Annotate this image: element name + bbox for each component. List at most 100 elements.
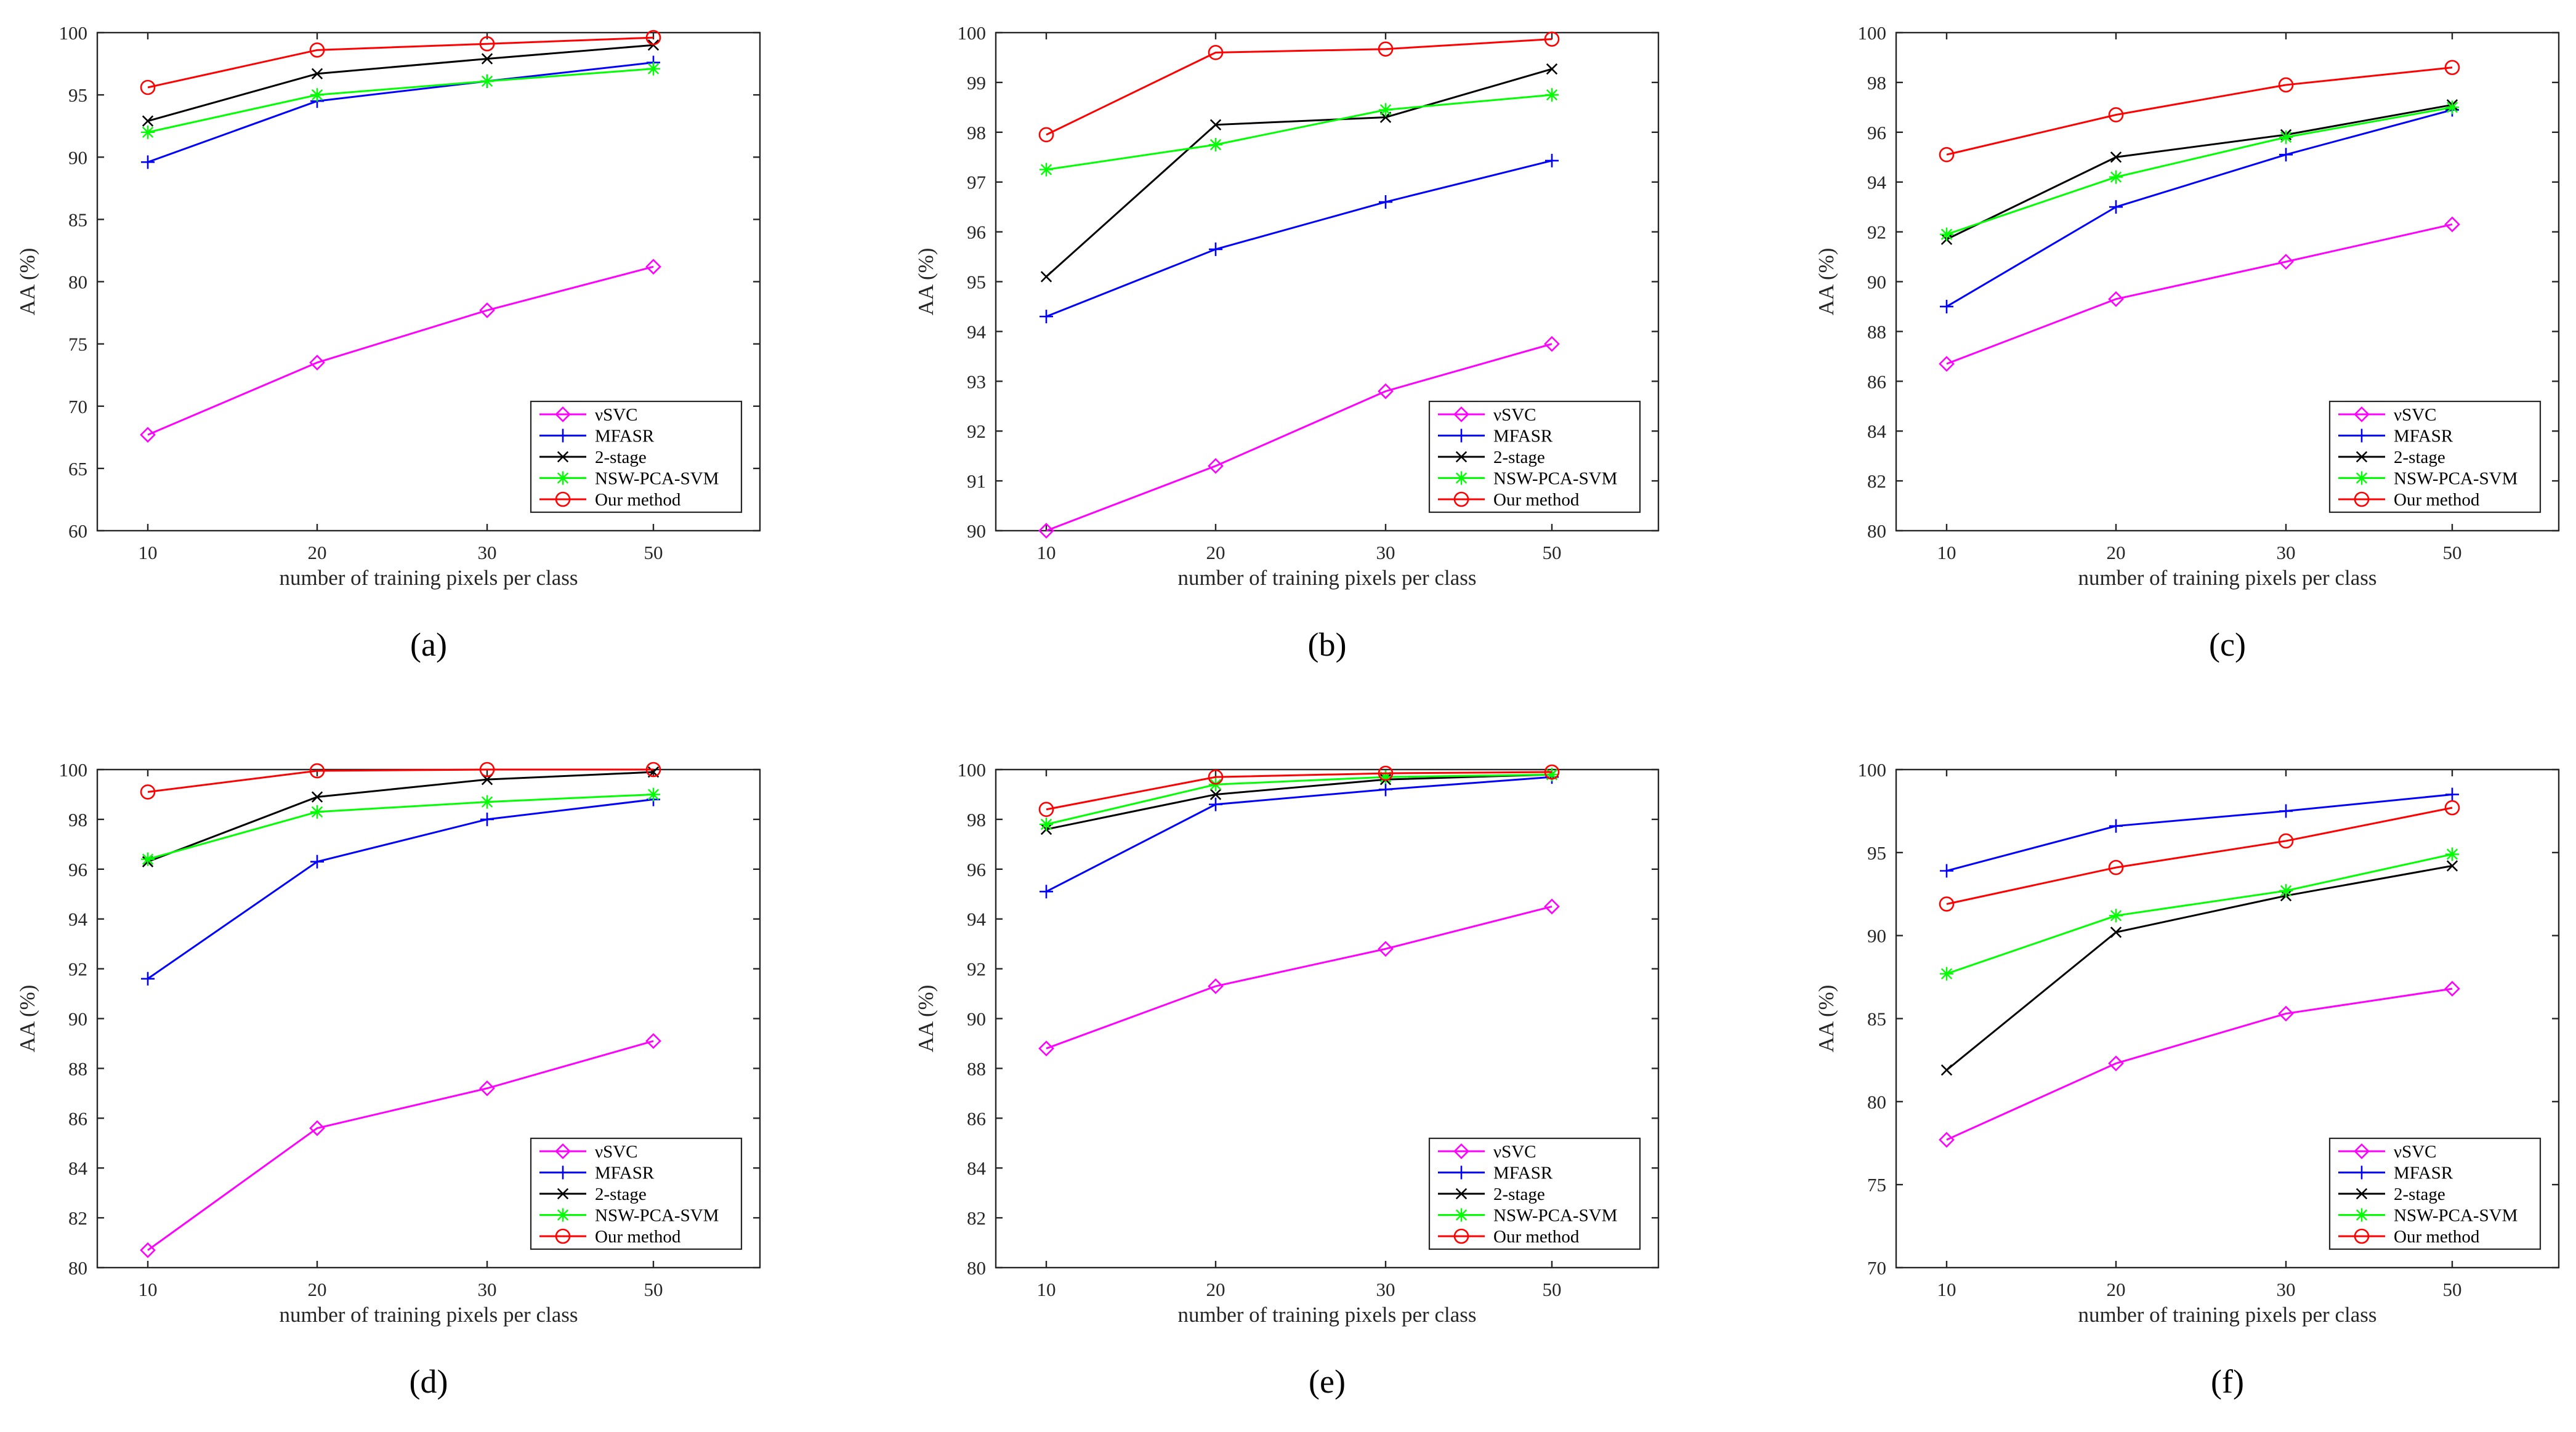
- x-tick-label: 30: [2277, 1279, 2296, 1300]
- legend-entry-2stage: 2-stage: [1438, 448, 1545, 467]
- panel-label: (f): [2211, 1363, 2244, 1400]
- data-point-nsw-pca-svm: [1040, 817, 1053, 831]
- legend-label: Our method: [2394, 1227, 2480, 1247]
- data-point-mfasr: [1940, 864, 1953, 878]
- legend-marker: [1453, 406, 1469, 422]
- legend-entry-nusvc: νSVC: [1438, 405, 1536, 425]
- series-line-nsw-pca-svm: [1946, 853, 2453, 975]
- legend-entry-nusvc: νSVC: [539, 405, 638, 425]
- legend-label: νSVC: [1493, 405, 1536, 425]
- data-point-our-method: [140, 784, 156, 800]
- x-tick-label: 30: [478, 542, 497, 563]
- y-tick-label: 82: [68, 1207, 87, 1229]
- y-tick-label: 86: [68, 1108, 87, 1129]
- y-tick-label: 88: [1867, 321, 1886, 342]
- data-point-nsw-pca-svm: [647, 787, 660, 802]
- legend-entry-2stage: 2-stage: [2338, 448, 2445, 467]
- x-axis-label: number of training pixels per class: [1177, 1303, 1476, 1327]
- series-line-nusvc: [147, 265, 654, 436]
- legend-marker: [555, 491, 571, 507]
- legend-marker: [1455, 471, 1468, 485]
- legend-entry-nsw-pca-svm: NSW-PCA-SVM: [1438, 469, 1617, 489]
- y-tick-label: 70: [1867, 1257, 1886, 1279]
- x-tick-label: 10: [1937, 1279, 1956, 1300]
- legend-label: 2-stage: [1493, 1185, 1545, 1204]
- legend-marker: [2354, 1143, 2370, 1159]
- legend-label: Our method: [595, 1227, 681, 1247]
- x-tick-label: 30: [478, 1279, 497, 1300]
- x-tick-label: 50: [644, 542, 663, 563]
- data-point-nusvc: [2278, 1005, 2294, 1022]
- data-point-nsw-pca-svm: [1545, 88, 1559, 102]
- legend-entry-mfasr: MFASR: [1438, 427, 1553, 446]
- y-tick-label: 65: [68, 458, 87, 480]
- legend-label: νSVC: [595, 1142, 638, 1162]
- y-tick-label: 100: [1858, 22, 1887, 44]
- data-point-2stage: [142, 115, 154, 127]
- data-point-mfasr: [310, 855, 324, 869]
- legend-marker: [1453, 1143, 1469, 1159]
- legend-marker: [556, 471, 570, 485]
- y-tick-label: 92: [967, 420, 986, 442]
- y-tick-label: 100: [1858, 759, 1887, 781]
- series-line-nusvc: [1046, 343, 1552, 532]
- y-tick-label: 96: [68, 859, 87, 880]
- legend-marker: [2356, 1188, 2368, 1200]
- data-point-nusvc: [2444, 981, 2460, 997]
- data-point-mfasr: [141, 155, 155, 169]
- chart-panel-e: 80 82 84 86 88 90 92 94 96 98 100 10 20 30 50 number of…: [914, 759, 1660, 1400]
- series-line-nusvc: [1946, 223, 2453, 365]
- x-tick-label: 20: [1206, 542, 1225, 563]
- data-point-our-method: [2278, 77, 2294, 93]
- x-tick-label: 10: [1937, 542, 1956, 563]
- x-tick-label: 50: [1543, 1279, 1562, 1300]
- legend-marker: [1453, 491, 1469, 507]
- data-point-2stage: [2110, 927, 2122, 938]
- y-axis-label: AA (%): [15, 248, 39, 316]
- legend-marker: [2355, 1165, 2368, 1180]
- x-tick-label: 20: [1206, 1279, 1225, 1300]
- y-tick-label: 92: [1867, 222, 1886, 243]
- y-axis-label: AA (%): [914, 248, 938, 316]
- data-point-our-method: [2278, 833, 2294, 849]
- legend-marker: [556, 1208, 570, 1222]
- x-tick-label: 30: [1376, 1279, 1395, 1300]
- legend-marker: [1455, 1165, 1468, 1180]
- data-point-nusvc: [2278, 254, 2294, 270]
- data-point-our-method: [1208, 769, 1224, 785]
- series-line-our-method: [1946, 66, 2453, 156]
- data-point-nsw-pca-svm: [1209, 138, 1222, 152]
- series-line-nusvc: [1046, 906, 1552, 1050]
- data-point-our-method: [1939, 896, 1955, 912]
- legend-marker: [555, 406, 571, 422]
- data-point-2stage: [1940, 1064, 1953, 1076]
- legend-entry-our-method: Our method: [1438, 1227, 1580, 1247]
- y-tick-label: 94: [967, 321, 987, 342]
- y-tick-label: 90: [1867, 925, 1886, 947]
- data-point-nusvc: [1544, 336, 1560, 352]
- legend-marker: [555, 1228, 571, 1244]
- y-tick-label: 100: [958, 22, 987, 44]
- y-tick-label: 96: [1867, 122, 1886, 143]
- series-line-mfasr: [147, 62, 654, 163]
- legend-entry-nsw-pca-svm: NSW-PCA-SVM: [2338, 1206, 2517, 1226]
- legend-entry-2stage: 2-stage: [2338, 1185, 2445, 1204]
- panel-label: (a): [410, 626, 447, 663]
- y-tick-label: 75: [1867, 1174, 1886, 1196]
- x-axis-label: number of training pixels per class: [2078, 1303, 2376, 1327]
- data-point-nsw-pca-svm: [2445, 100, 2459, 115]
- data-point-our-method: [645, 30, 661, 46]
- legend-entry-nusvc: νSVC: [1438, 1142, 1536, 1162]
- data-point-mfasr: [1940, 299, 1953, 313]
- y-tick-label: 84: [68, 1157, 88, 1179]
- data-point-2stage: [1209, 789, 1222, 800]
- data-point-nsw-pca-svm: [2279, 883, 2293, 898]
- data-point-our-method: [140, 79, 156, 95]
- y-tick-label: 80: [967, 1257, 986, 1279]
- x-tick-label: 50: [1543, 542, 1562, 563]
- data-point-nsw-pca-svm: [1379, 103, 1392, 117]
- series-line-2stage: [147, 44, 654, 123]
- y-axis-label: AA (%): [914, 985, 938, 1053]
